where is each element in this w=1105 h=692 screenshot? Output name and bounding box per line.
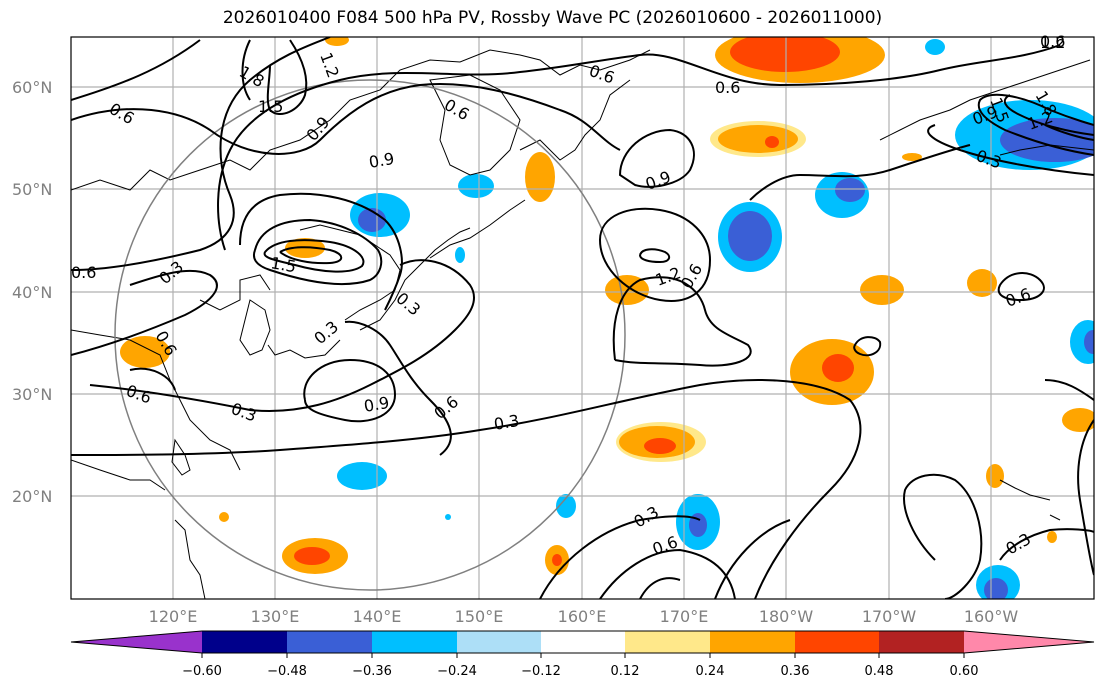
lon-label: 130°E [251,607,300,626]
contour-label: 0.3 [1003,529,1035,558]
contour-label: 0.3 [155,257,187,288]
lon-label: 160°E [558,607,607,626]
contour-label: 0.6 [124,381,154,408]
colorbar-tick-label: 0.12 [611,664,640,679]
lat-label: 30°N [12,385,52,404]
map-title: 2026010400 F084 500 hPa PV, Rossby Wave … [222,8,883,28]
colorbar-tick-label: −0.24 [437,664,477,679]
colorbar-segment [372,631,457,653]
colorbar-segment [795,631,879,653]
colorbar-segment [625,631,710,653]
contour-label: 0.9 [362,393,390,416]
colorbar-ticks [201,653,965,658]
pv-contours [71,37,1094,599]
contour-label: 0.3 [310,317,342,348]
lat-label: 60°N [12,78,52,97]
graticule [71,37,1094,599]
lon-label: 180°W [759,607,814,626]
colorbar-segment [202,631,287,653]
contour-label: 0.6 [106,99,138,128]
contour-label: 0.9 [643,167,673,194]
colorbar-tick-label: 0.60 [950,664,979,679]
contour-label: 0.9 [367,149,395,172]
contour-label: 1.5 [269,253,297,276]
contour-label-group: 0.6 1.8 1.2 1.5 0.9 0.6 0.6 0.6 0.6 1.2 … [71,32,1065,559]
contour-label: 0.3 [492,411,520,434]
colorbar-tick-label: 0.36 [781,664,810,679]
lon-label: 170°W [862,607,917,626]
colorbar-tick-label: −0.60 [182,664,222,679]
wave-radius-circle [114,79,626,591]
contour-label: 0.6 [71,263,96,282]
lon-label: 160°W [964,607,1019,626]
contour-label: 0.6 [1003,284,1033,311]
contour-label: 0.6 [715,78,740,97]
colorbar-segment [457,631,541,653]
contour-label: 0.3 [631,502,663,531]
contour-label: 0.3 [229,399,259,426]
contour-label: 1.5 [258,97,283,116]
lat-label: 40°N [12,283,52,302]
colorbar-tick-label: −0.36 [352,664,392,679]
contour-label: 0.6 [587,61,617,88]
latitude-labels: 60°N 50°N 40°N 30°N 20°N [12,78,52,506]
contour-label: 0.6 [650,532,680,559]
colorbar-tick-label: 0.24 [696,664,725,679]
lon-label: 140°E [353,607,402,626]
colorbar-segment [879,631,964,653]
colorbar-tick-label: 0.48 [865,664,894,679]
colorbar-segment [541,631,625,653]
lon-label: 150°E [455,607,504,626]
contour-label: 1.2 [1040,33,1065,52]
lat-label: 50°N [12,180,52,199]
anomaly-shading [120,37,1094,599]
colorbar-segment [964,631,1094,653]
lon-label: 120°E [149,607,198,626]
contour-label: 1.2 [316,50,343,80]
colorbar-tick-label: −0.48 [267,664,307,679]
longitude-labels: 120°E 130°E 140°E 150°E 160°E 170°E 180°… [149,607,1019,626]
colorbar: −0.60 −0.48 −0.36 −0.24 −0.12 0.12 0.24 … [70,630,1095,679]
contour-label: 0.6 [430,392,462,423]
colorbar-tick-label: −0.12 [521,664,561,679]
contour-label: 0.3 [392,289,424,320]
contour-label: 0.9 [303,113,334,145]
lat-label: 20°N [12,487,52,506]
map-frame [70,36,1095,600]
lon-label: 170°E [660,607,709,626]
contour-label: 1.2 [653,263,683,290]
colorbar-segment [287,631,372,653]
colorbar-segment [710,631,795,653]
colorbar-segment [71,631,202,653]
